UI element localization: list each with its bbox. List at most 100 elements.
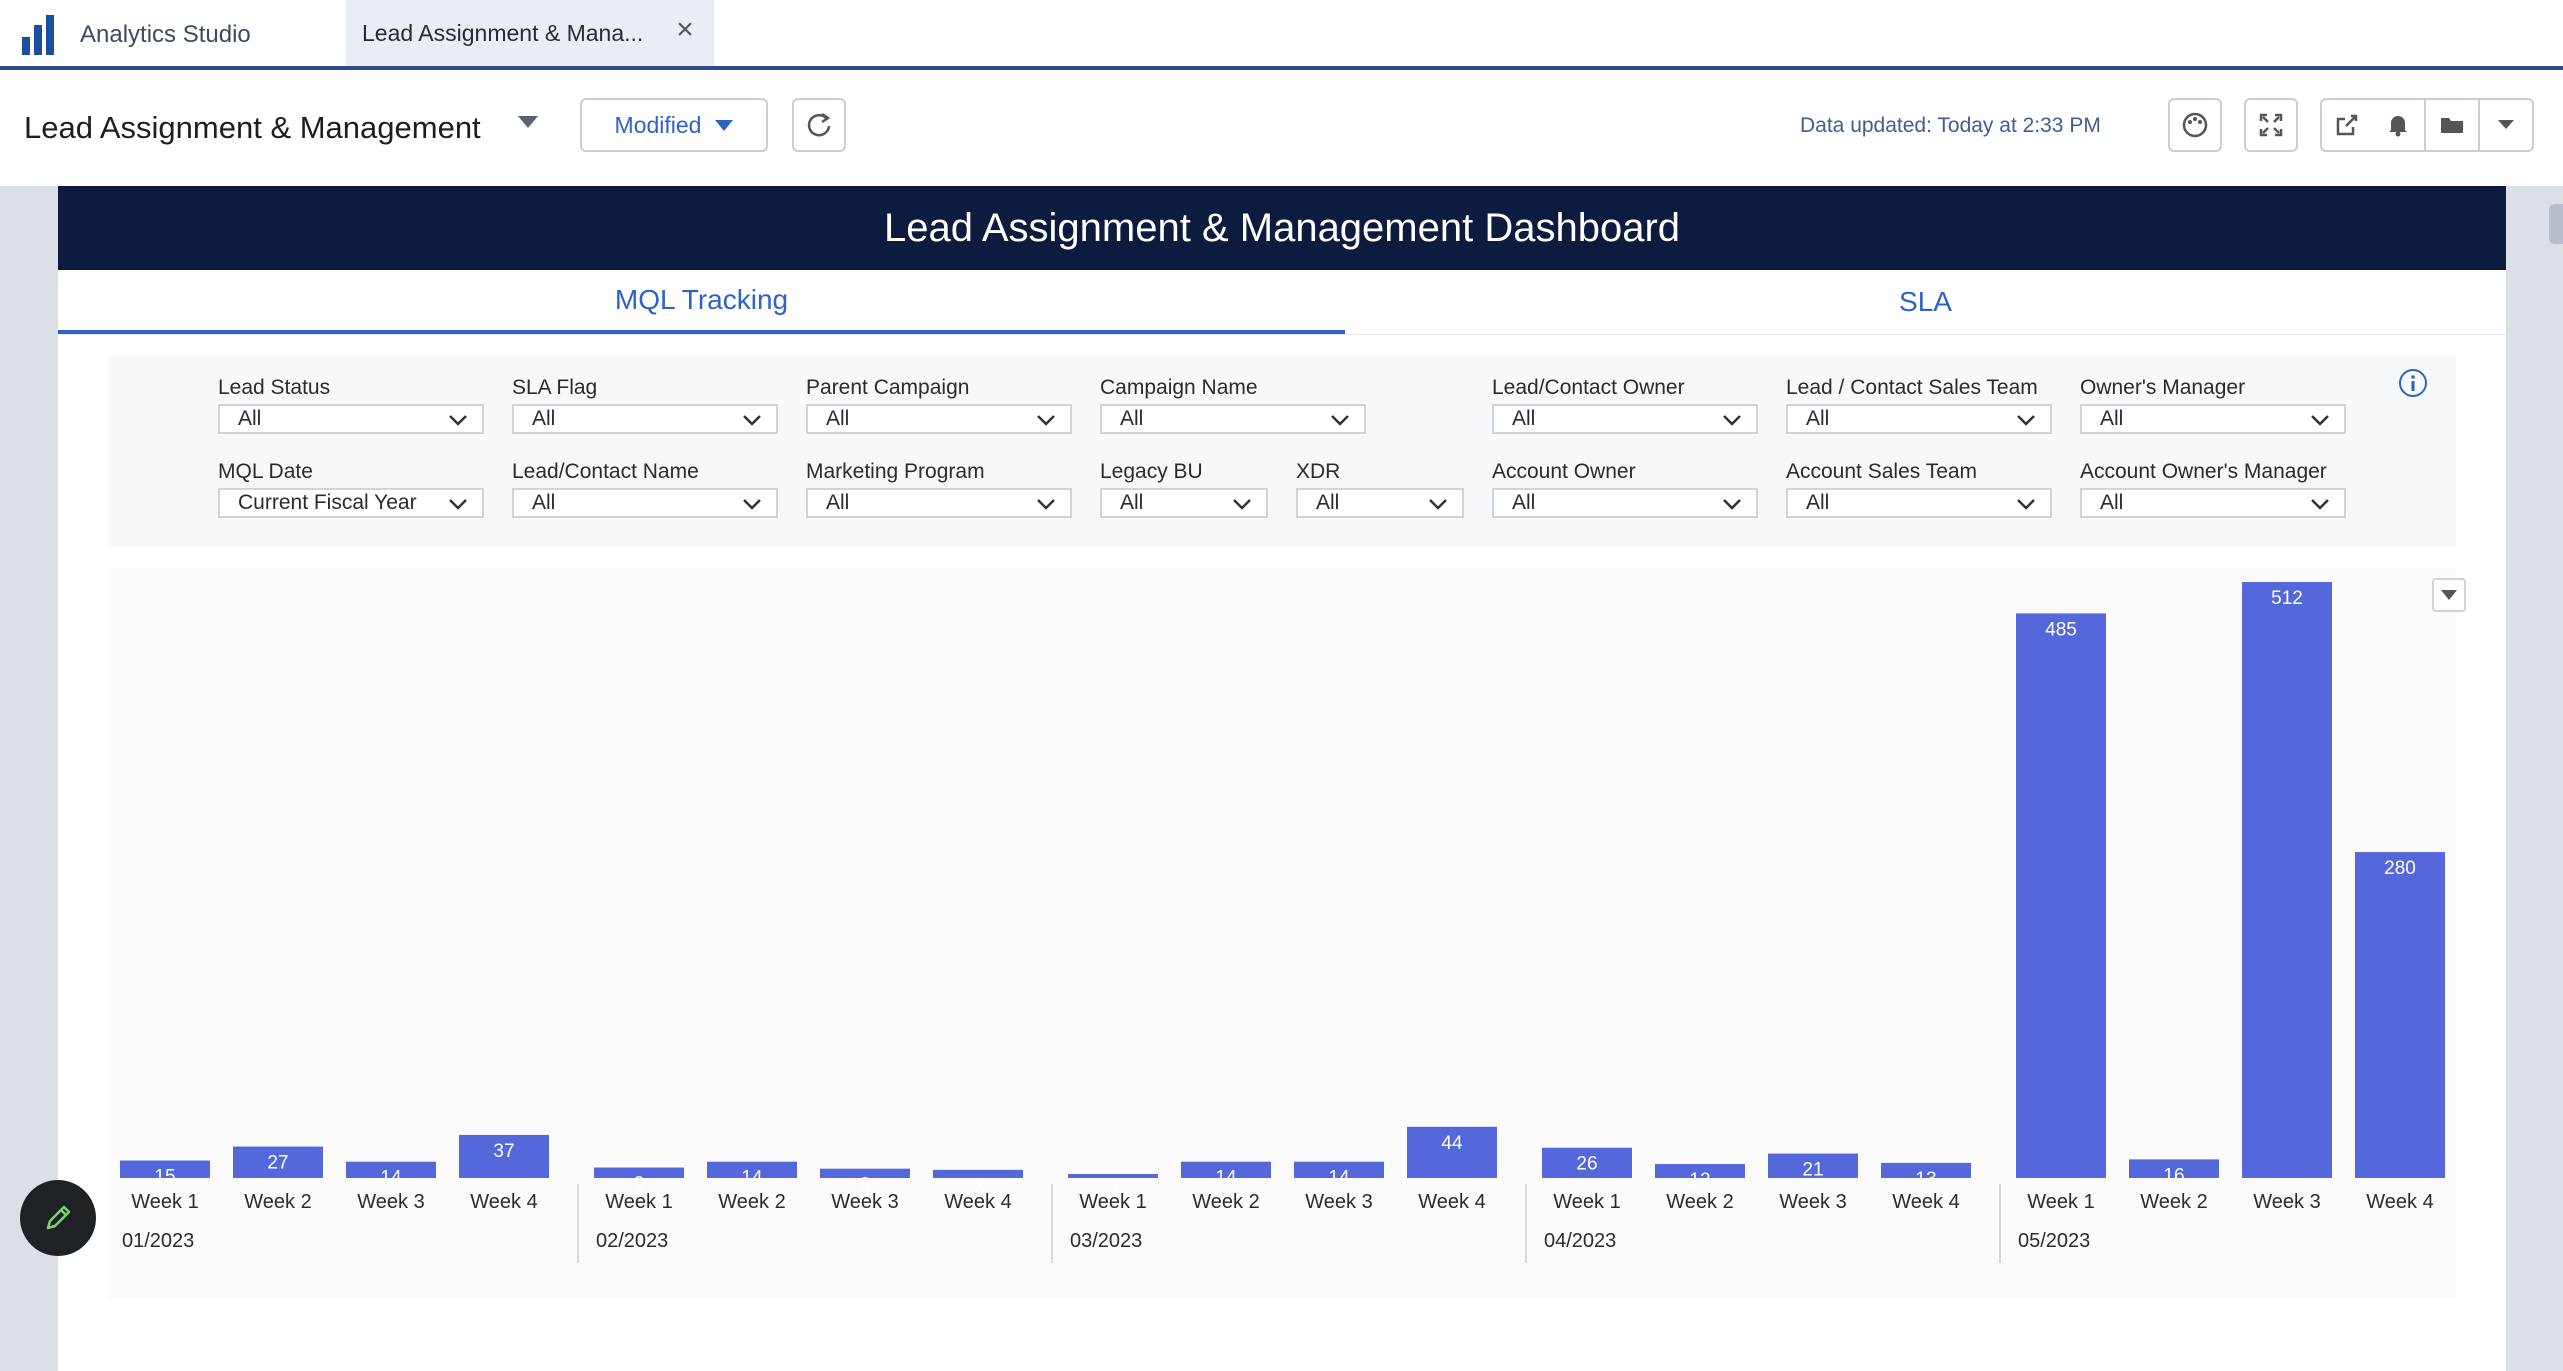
bar-value-label: 280 — [2384, 858, 2416, 879]
bar-value-label: 44 — [1441, 1133, 1463, 1154]
filter-xdr: XDR All — [1296, 460, 1464, 518]
filter-account-sales-team-select[interactable]: All — [1786, 488, 2052, 518]
bar-value-label: 27 — [267, 1153, 288, 1174]
chart-bar[interactable] — [1294, 1161, 1384, 1178]
side-panel-handle[interactable] — [2549, 204, 2563, 244]
chart-menu-button[interactable] — [2432, 578, 2466, 612]
filter-panel: Lead Status All SLA Flag All Parent Camp… — [108, 356, 2456, 546]
filter-xdr-select[interactable]: All — [1296, 488, 1464, 518]
filter-account-owner-select[interactable]: All — [1492, 488, 1758, 518]
chevron-down-icon — [1429, 499, 1447, 510]
filter-value: All — [532, 491, 556, 514]
filter-value: All — [1512, 407, 1536, 430]
filter-account-owners-manager-select[interactable]: All — [2080, 488, 2346, 518]
filter-marketing-program-select[interactable]: All — [806, 488, 1072, 518]
palette-icon — [2182, 112, 2208, 138]
filter-lead-contact-name-select[interactable]: All — [512, 488, 778, 518]
modified-label: Modified — [614, 111, 702, 138]
top-tab-bar: Analytics Studio Lead Assignment & Mana.… — [0, 0, 2563, 70]
modified-button[interactable]: Modified — [580, 98, 768, 152]
tab-mql-tracking[interactable]: MQL Tracking — [58, 270, 1345, 334]
theme-button[interactable] — [2168, 98, 2222, 152]
bar-value-label: 3 — [1108, 1180, 1119, 1201]
title-dropdown-icon[interactable] — [518, 116, 538, 128]
chart-bar[interactable] — [2129, 1159, 2219, 1178]
tab-label: MQL Tracking — [614, 284, 789, 315]
chevron-down-icon — [1723, 415, 1741, 426]
filter-label: Legacy BU — [1100, 460, 1203, 483]
close-icon[interactable]: × — [676, 13, 694, 46]
week-tick-label: Week 4 — [2366, 1191, 2433, 1213]
refresh-button[interactable] — [792, 98, 846, 152]
dashboard-tab[interactable]: Lead Assignment & Mana... × — [346, 0, 714, 66]
chart-bar[interactable] — [1655, 1164, 1745, 1178]
bar-value-label: 7 — [973, 1176, 984, 1197]
filter-label: Marketing Program — [806, 460, 985, 483]
filter-value: Current Fiscal Year — [238, 491, 417, 514]
filter-lead-status: Lead Status All — [218, 376, 484, 434]
chart-bar[interactable] — [1768, 1153, 1858, 1178]
filter-legacy-bu-select[interactable]: All — [1100, 488, 1268, 518]
chart-bar[interactable] — [1068, 1174, 1158, 1178]
filter-campaign-name-select[interactable]: All — [1100, 404, 1366, 434]
filter-parent-campaign-select[interactable]: All — [806, 404, 1072, 434]
chart-bar[interactable] — [2355, 852, 2445, 1178]
filter-label: Lead/Contact Name — [512, 460, 699, 483]
data-updated-text: Data updated: Today at 2:33 PM — [1800, 114, 2101, 137]
tab-sla[interactable]: SLA — [1345, 270, 2506, 334]
filter-lead-contact-sales-team: Lead / Contact Sales Team All — [1786, 376, 2052, 434]
filter-mql-date-select[interactable]: Current Fiscal Year — [218, 488, 484, 518]
filter-label: Campaign Name — [1100, 376, 1258, 399]
save-button[interactable] — [2426, 98, 2480, 152]
filter-lead-status-select[interactable]: All — [218, 404, 484, 434]
chart-bar[interactable] — [2242, 582, 2332, 1178]
chart-bar[interactable] — [120, 1160, 210, 1178]
chart-bar[interactable] — [933, 1169, 1023, 1178]
pencil-icon — [46, 1205, 71, 1230]
filter-lead-contact-owner-select[interactable]: All — [1492, 404, 1758, 434]
week-tick-label: Week 2 — [1666, 1191, 1733, 1213]
week-tick-label: Week 2 — [1192, 1191, 1259, 1213]
refresh-icon — [807, 112, 831, 137]
analytics-logo-icon — [22, 15, 62, 55]
app-tab[interactable]: Analytics Studio — [22, 12, 251, 58]
filter-lead-contact-sales-team-select[interactable]: All — [1786, 404, 2052, 434]
filter-value: All — [238, 407, 262, 430]
chevron-down-icon — [2311, 499, 2329, 510]
chart-bar[interactable] — [707, 1161, 797, 1178]
share-button[interactable] — [2320, 98, 2374, 152]
chart-bar[interactable] — [1407, 1126, 1497, 1178]
filter-label: Lead / Contact Sales Team — [1786, 376, 2038, 399]
filter-sla-flag: SLA Flag All — [512, 376, 778, 434]
dashboard-title: Lead Assignment & Management Dashboard — [883, 205, 1681, 250]
month-tick-label: 01/2023 — [122, 1230, 194, 1252]
chart-bar[interactable] — [346, 1161, 436, 1178]
chart-bar[interactable] — [233, 1146, 323, 1178]
filter-value: All — [2100, 491, 2124, 514]
chart-bar[interactable] — [1542, 1147, 1632, 1178]
filter-value: All — [1806, 491, 1830, 514]
filter-parent-campaign: Parent Campaign All — [806, 376, 1072, 434]
month-tick-label: 03/2023 — [1070, 1230, 1142, 1252]
fullscreen-button[interactable] — [2244, 98, 2298, 152]
chevron-down-icon — [449, 415, 467, 426]
bar-value-label: 9 — [634, 1174, 645, 1195]
chart-bar[interactable] — [594, 1167, 684, 1178]
subscribe-button[interactable] — [2372, 98, 2426, 152]
filter-owners-manager-select[interactable]: All — [2080, 404, 2346, 434]
chart-bar[interactable] — [820, 1168, 910, 1178]
chart-bar[interactable] — [1181, 1161, 1271, 1178]
share-icon — [2336, 114, 2358, 136]
chart-bar[interactable] — [2016, 613, 2106, 1178]
filter-account-owners-manager: Account Owner's Manager All — [2080, 460, 2346, 518]
filter-mql-date: MQL Date Current Fiscal Year — [218, 460, 484, 518]
edit-button[interactable] — [20, 1180, 96, 1256]
filter-sla-flag-select[interactable]: All — [512, 404, 778, 434]
filter-label: Account Owner's Manager — [2080, 460, 2327, 483]
more-actions-button[interactable] — [2480, 98, 2534, 152]
chart-bar[interactable] — [459, 1134, 549, 1178]
chart-bar[interactable] — [1881, 1162, 1971, 1178]
info-icon[interactable] — [2398, 368, 2428, 398]
app-name: Analytics Studio — [80, 21, 251, 48]
